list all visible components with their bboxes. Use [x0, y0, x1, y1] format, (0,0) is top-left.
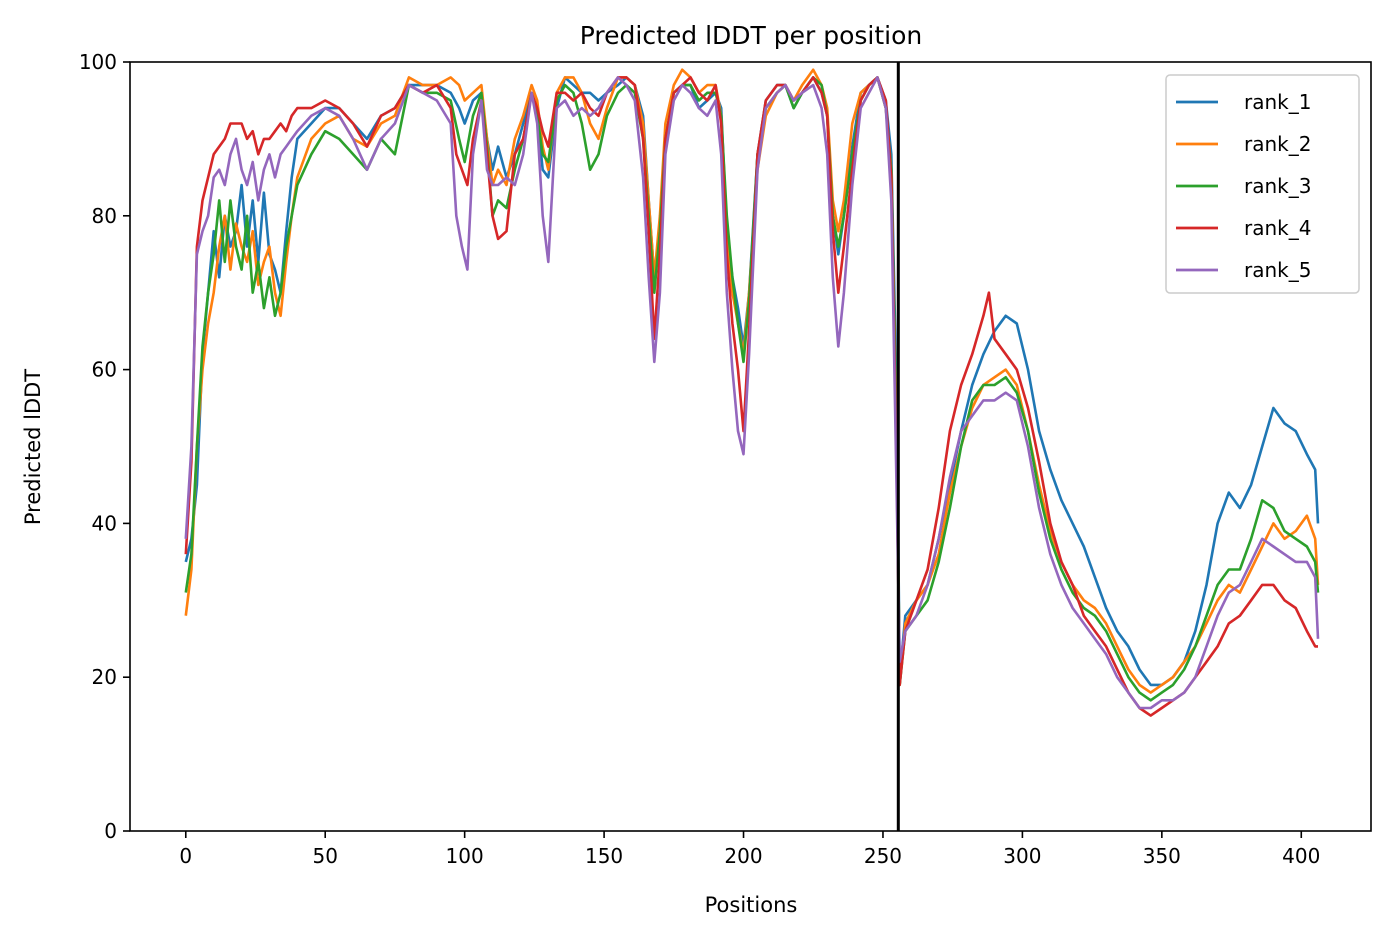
series-line-rank-5 — [184, 76, 1320, 710]
x-tick-label: 200 — [724, 844, 762, 868]
legend-label-rank-4: rank_4 — [1244, 216, 1311, 240]
series-line-rank-4 — [184, 76, 1318, 717]
x-axis-ticks: 0 50 100 150 200 250 300 350 400 — [179, 831, 1320, 868]
y-tick-label: 100 — [79, 50, 117, 74]
series-layer — [184, 68, 1320, 717]
chart-title: Predicted lDDT per position — [580, 21, 922, 50]
legend: rank_1 rank_2 rank_3 rank_4 rank_5 — [1165, 74, 1360, 294]
legend-box — [1165, 74, 1360, 294]
x-tick-label: 250 — [864, 844, 902, 868]
x-tick-label: 350 — [1143, 844, 1181, 868]
x-tick-label: 0 — [179, 844, 192, 868]
x-tick-label: 50 — [312, 844, 337, 868]
y-tick-label: 0 — [104, 819, 117, 843]
x-tick-label: 400 — [1282, 844, 1320, 868]
x-tick-label: 150 — [585, 844, 623, 868]
legend-label-rank-3: rank_3 — [1244, 174, 1311, 198]
x-axis-title: Positions — [705, 893, 798, 917]
legend-label-rank-5: rank_5 — [1244, 258, 1311, 282]
x-tick-label: 100 — [446, 844, 484, 868]
y-axis-ticks: 0 20 40 60 80 100 — [79, 50, 130, 843]
x-tick-label: 300 — [1003, 844, 1041, 868]
series-line-rank-2 — [184, 68, 1320, 694]
y-tick-label: 60 — [92, 358, 117, 382]
legend-label-rank-2: rank_2 — [1244, 132, 1311, 156]
y-tick-label: 80 — [92, 204, 117, 228]
y-tick-label: 20 — [92, 665, 117, 689]
legend-label-rank-1: rank_1 — [1244, 90, 1311, 114]
y-tick-label: 40 — [92, 511, 117, 535]
y-axis-title: Predicted lDDT — [21, 369, 45, 525]
plot-frame — [129, 61, 1372, 832]
